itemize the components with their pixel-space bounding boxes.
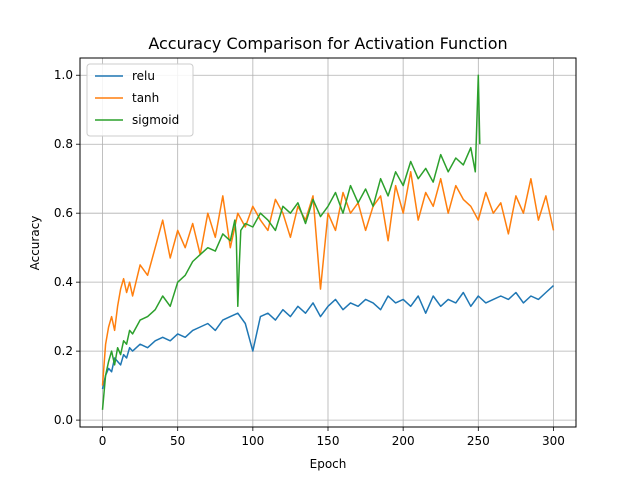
- y-tick-label: 0.2: [54, 344, 73, 358]
- x-axis-label: Epoch: [310, 457, 347, 471]
- y-tick-label: 0.8: [54, 137, 73, 151]
- x-tick-label: 200: [392, 434, 415, 448]
- tick-layer: 0 50 100 150 200 250 300 0.0 0.2 0.4 0.6 0.8 1.0: [54, 68, 565, 448]
- y-tick-label: 0.0: [54, 413, 73, 427]
- legend-box: [86, 63, 194, 137]
- legend: relu tanh sigmoid: [86, 63, 194, 137]
- y-axis-label: Accuracy: [28, 216, 42, 271]
- series-layer: [101, 74, 555, 410]
- series-line-sigmoid: [101, 74, 481, 410]
- x-tick-label: 50: [170, 434, 185, 448]
- y-tick-label: 0.4: [54, 275, 73, 289]
- legend-label-sigmoid: sigmoid: [132, 113, 179, 127]
- legend-label-relu: relu: [132, 69, 155, 83]
- x-tick-label: 100: [241, 434, 264, 448]
- series-line-relu: [101, 285, 555, 390]
- legend-label-tanh: tanh: [132, 91, 159, 105]
- x-tick-label: 300: [542, 434, 565, 448]
- y-tick-label: 0.6: [54, 206, 73, 220]
- grid-layer: [80, 58, 576, 427]
- x-tick-label: 250: [467, 434, 490, 448]
- series-line-tanh: [101, 171, 555, 386]
- chart-title: Accuracy Comparison for Activation Funct…: [148, 34, 507, 53]
- x-tick-label: 150: [317, 434, 340, 448]
- y-tick-label: 1.0: [54, 68, 73, 82]
- x-tick-label: 0: [99, 434, 107, 448]
